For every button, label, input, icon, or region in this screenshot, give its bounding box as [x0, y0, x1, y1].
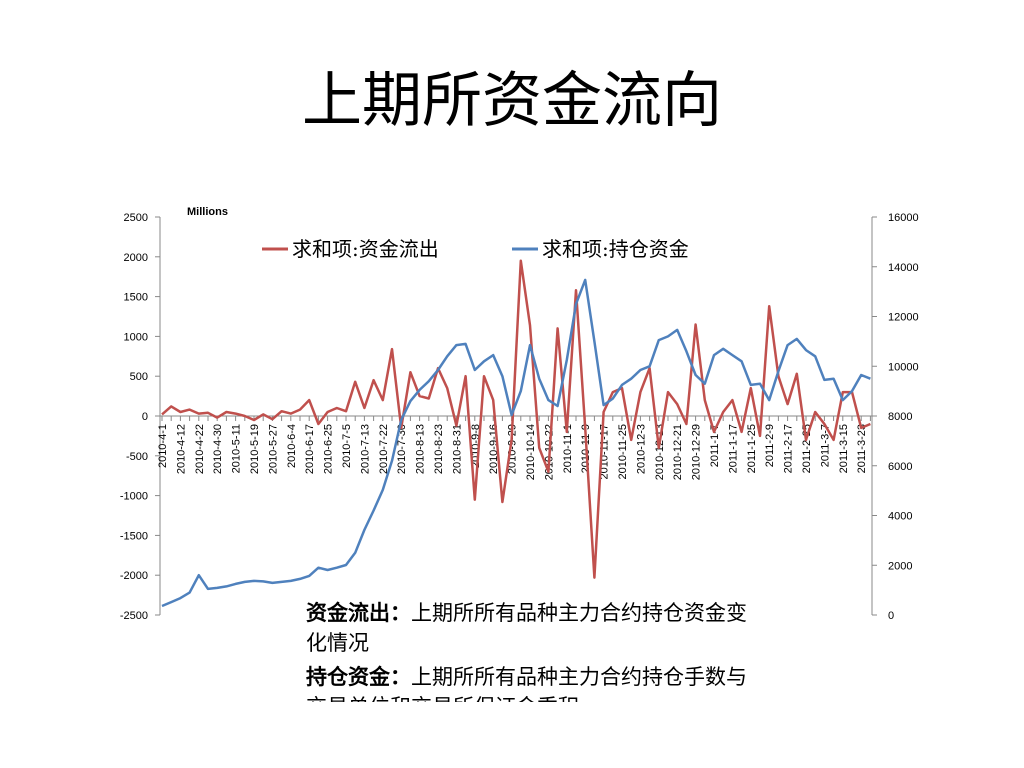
y2-tick-label: 0: [888, 610, 894, 622]
x-tick-label: 2010-12-13: [654, 424, 666, 480]
x-tick-label: 2011-3-15: [838, 424, 850, 473]
x-tick-label: 2010-12-29: [691, 424, 703, 480]
y2-tick-label: 16000: [888, 212, 919, 224]
legend-label: 求和项:资金流出: [292, 237, 439, 261]
slide-title: 上期所资金流向: [302, 66, 722, 136]
y-tick-label: -500: [126, 451, 148, 463]
y2-tick-label: 2000: [888, 560, 912, 572]
x-tick-label: 2010-5-11: [231, 424, 243, 473]
y-tick-label: -2500: [120, 610, 148, 622]
y-tick-label: 0: [142, 411, 148, 423]
x-tick-label: 2010-8-31: [451, 424, 463, 474]
x-tick-label: 2010-11-1: [562, 424, 574, 473]
x-tick-label: 2011-1-25: [746, 424, 758, 473]
y-tick-label: -2000: [120, 570, 148, 582]
x-tick-label: 2010-5-27: [267, 424, 279, 474]
x-tick-label: 2010-8-23: [433, 424, 445, 474]
y-tick-label: 1500: [124, 292, 148, 304]
y-tick-label: 1000: [124, 331, 148, 343]
y2-tick-label: 12000: [888, 312, 919, 324]
x-tick-label: 2011-2-9: [764, 424, 776, 467]
x-tick-label: 2010-4-1: [157, 424, 169, 468]
y2-tick-label: 14000: [888, 262, 919, 274]
y2-tick-label: 6000: [888, 461, 912, 473]
note-text: 上期所所有品种主力合约持仓资金变化情况: [306, 601, 747, 655]
x-tick-label: 2010-6-4: [286, 424, 298, 468]
x-tick-label: 2010-5-19: [249, 424, 261, 474]
x-tick-label: 2011-3-23: [856, 424, 868, 473]
series-line: [161, 278, 871, 608]
x-tick-label: 2010-8-13: [415, 424, 427, 474]
y-tick-label: -1000: [120, 491, 148, 503]
legend-label: 求和项:持仓资金: [542, 237, 689, 261]
x-tick-label: 2010-7-5: [341, 424, 353, 468]
x-tick-label: 2010-4-22: [194, 424, 206, 474]
note-text: 上期所所有品种主力合约持仓手数与交易单位和交易所保证金乘积: [306, 665, 747, 702]
note-term: 持仓资金：: [306, 664, 411, 689]
x-tick-label: 2010-6-17: [304, 424, 316, 474]
y-tick-label: -1500: [120, 530, 148, 542]
x-tick-label: 2010-4-12: [175, 424, 187, 474]
x-tick-label: 2011-3-7: [819, 424, 831, 467]
x-tick-label: 2010-7-22: [378, 424, 390, 474]
x-tick-label: 2010-12-21: [672, 424, 684, 480]
y-tick-label: 2000: [124, 252, 148, 264]
y2-tick-label: 8000: [888, 411, 912, 423]
notes: 资金流出：上期所所有品种主力合约持仓资金变化情况 持仓资金：上期所所有品种主力合…: [306, 598, 756, 702]
y-tick-label: 500: [130, 371, 148, 383]
y-tick-label: 2500: [124, 212, 148, 224]
x-tick-label: 2011-1-7: [709, 424, 721, 467]
x-tick-label: 2010-7-30: [396, 424, 408, 474]
x-tick-label: 2010-4-30: [212, 424, 224, 474]
x-tick-label: 2011-1-17: [727, 424, 739, 473]
x-tick-label: 2011-2-25: [801, 424, 813, 473]
note-term: 资金流出：: [306, 600, 411, 625]
y-unit-label: Millions: [187, 206, 228, 218]
x-tick-label: 2010-12-3: [635, 424, 647, 474]
y2-tick-label: 10000: [888, 361, 919, 373]
x-tick-label: 2011-2-17: [783, 424, 795, 473]
x-tick-label: 2010-11-25: [617, 424, 629, 479]
y2-tick-label: 4000: [888, 511, 912, 523]
x-tick-label: 2010-10-14: [525, 424, 537, 480]
note: 持仓资金：上期所所有品种主力合约持仓手数与交易单位和交易所保证金乘积: [306, 662, 756, 702]
x-tick-label: 2010-7-13: [359, 424, 371, 474]
x-tick-label: 2010-6-25: [323, 424, 335, 474]
series-line: [161, 259, 871, 579]
note: 资金流出：上期所所有品种主力合约持仓资金变化情况: [306, 598, 756, 658]
